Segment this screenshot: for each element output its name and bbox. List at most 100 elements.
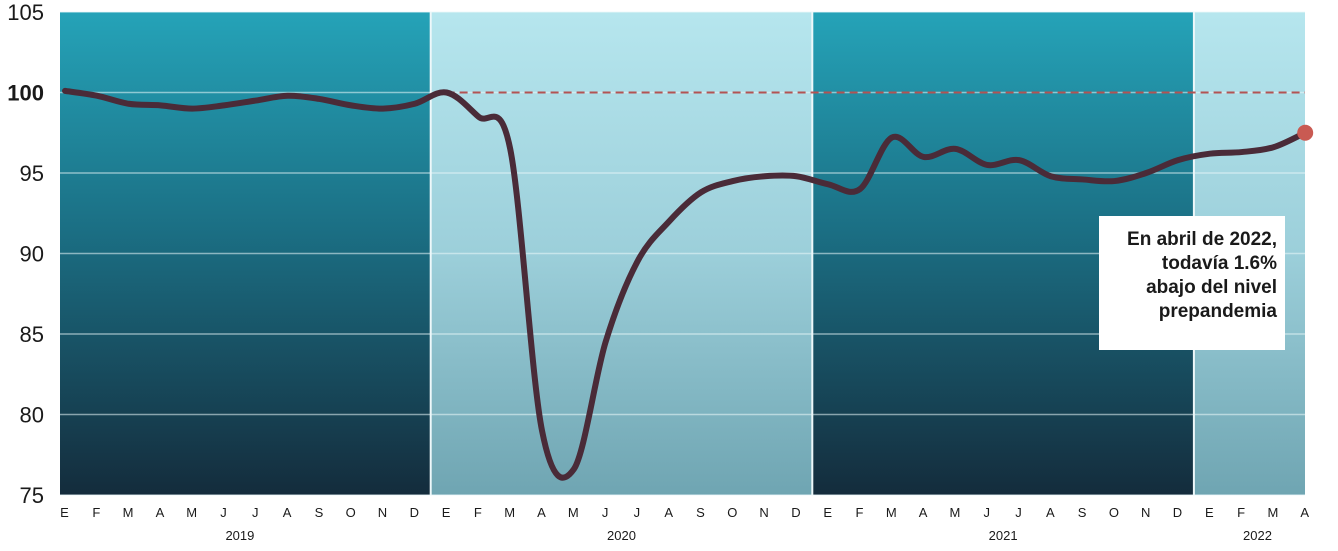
year-label-2020: 2020	[607, 528, 636, 543]
annotation-box: En abril de 2022, todavía 1.6% abajo del…	[1099, 216, 1285, 350]
x-tick-label: E	[823, 505, 833, 520]
y-tick-label: 95	[20, 161, 44, 186]
x-tick-label: D	[410, 505, 420, 520]
series-point	[985, 163, 989, 167]
series-point	[1081, 177, 1085, 181]
series-point	[763, 174, 767, 178]
x-tick-label: O	[346, 505, 357, 520]
series-point	[635, 260, 639, 264]
x-tick-label: M	[504, 505, 516, 520]
year-label-2021: 2021	[989, 528, 1018, 543]
x-tick-label: A	[156, 505, 166, 520]
x-tick-label: E	[1205, 505, 1215, 520]
x-tick-label: F	[474, 505, 483, 520]
series-point	[158, 103, 162, 107]
series-point	[604, 340, 608, 344]
series-point	[413, 102, 417, 106]
series-points	[63, 89, 1314, 471]
x-tick-label: A	[664, 505, 674, 520]
x-tick-label: F	[92, 505, 101, 520]
x-tick-label: M	[186, 505, 198, 520]
year-label-2022: 2022	[1243, 528, 1272, 543]
y-tick-label: 90	[20, 242, 44, 267]
series-point	[286, 94, 290, 98]
series-point	[731, 179, 735, 183]
x-tick-label: J	[634, 505, 642, 520]
annotation-line-4: prepandemia	[1158, 301, 1277, 322]
series-point	[858, 187, 862, 191]
x-tick-label: A	[919, 505, 929, 520]
annotation-line-2: todavía 1.6%	[1161, 253, 1277, 274]
x-tick-label: A	[1300, 505, 1310, 520]
series-point	[190, 107, 194, 111]
x-tick-label: M	[568, 505, 580, 520]
annotation-line-1: En abril de 2022,	[1127, 229, 1277, 250]
annotation-line-3: abajo del nivel	[1146, 277, 1277, 298]
series-point	[1208, 152, 1212, 156]
x-tick-label: M	[1267, 505, 1279, 520]
series-point	[445, 91, 449, 95]
x-tick-label: D	[791, 505, 801, 520]
series-endpoint-marker	[1297, 124, 1314, 141]
series-point	[540, 429, 544, 433]
series-point	[381, 107, 385, 111]
x-tick-label: A	[283, 505, 293, 520]
series-point	[63, 89, 67, 93]
x-tick-label: S	[696, 505, 706, 520]
x-tick-label: N	[378, 505, 388, 520]
series-point	[890, 136, 894, 140]
series-point	[953, 147, 957, 151]
series-point	[508, 147, 512, 151]
series-point	[254, 99, 258, 103]
series-point	[222, 103, 226, 107]
x-tick-label: M	[886, 505, 898, 520]
y-tick-label: 105	[7, 0, 44, 25]
x-tick-label: O	[727, 505, 738, 520]
x-tick-label: A	[1046, 505, 1056, 520]
x-tick-label: E	[60, 505, 70, 520]
series-point	[349, 103, 353, 107]
y-tick-label: 85	[20, 322, 44, 347]
x-tick-label: N	[759, 505, 769, 520]
x-tick-label: E	[442, 505, 452, 520]
x-tick-label: F	[856, 505, 865, 520]
series-point	[1049, 174, 1053, 178]
series-point	[572, 467, 576, 471]
series-point	[1271, 145, 1275, 149]
series-line	[62, 87, 1309, 481]
series-point	[794, 174, 798, 178]
x-tick-label: J	[252, 505, 260, 520]
series-point	[1017, 158, 1021, 162]
x-tick-label: O	[1109, 505, 1120, 520]
x-tick-label: J	[1015, 505, 1023, 520]
series-point	[1112, 179, 1116, 183]
x-tick-label: F	[1237, 505, 1246, 520]
series-point	[922, 155, 926, 159]
series-point	[1176, 158, 1180, 162]
x-tick-label: S	[1078, 505, 1088, 520]
x-tick-label: A	[537, 505, 547, 520]
y-tick-label: 75	[20, 483, 44, 508]
series-point	[826, 182, 830, 186]
year-label-2019: 2019	[225, 528, 254, 543]
series-point	[476, 115, 480, 119]
series-point	[667, 219, 671, 223]
x-tick-label: M	[949, 505, 961, 520]
y-axis-ticks: 105 100 95 90 85 80 75	[7, 0, 44, 508]
x-axis-year-labels: 2019 2020 2021 2022	[225, 528, 1272, 543]
series-point	[699, 190, 703, 194]
y-tick-label: 80	[20, 403, 44, 428]
x-tick-label: D	[1173, 505, 1183, 520]
x-tick-label: S	[315, 505, 325, 520]
series-point	[317, 97, 321, 101]
series-point	[127, 102, 131, 106]
series-point	[1240, 150, 1244, 154]
series-point	[95, 94, 99, 98]
y-tick-label: 100	[7, 81, 44, 106]
x-tick-label: J	[983, 505, 991, 520]
series-point	[1144, 171, 1148, 175]
x-tick-label: J	[602, 505, 610, 520]
x-tick-label: J	[220, 505, 228, 520]
x-tick-label: M	[123, 505, 135, 520]
